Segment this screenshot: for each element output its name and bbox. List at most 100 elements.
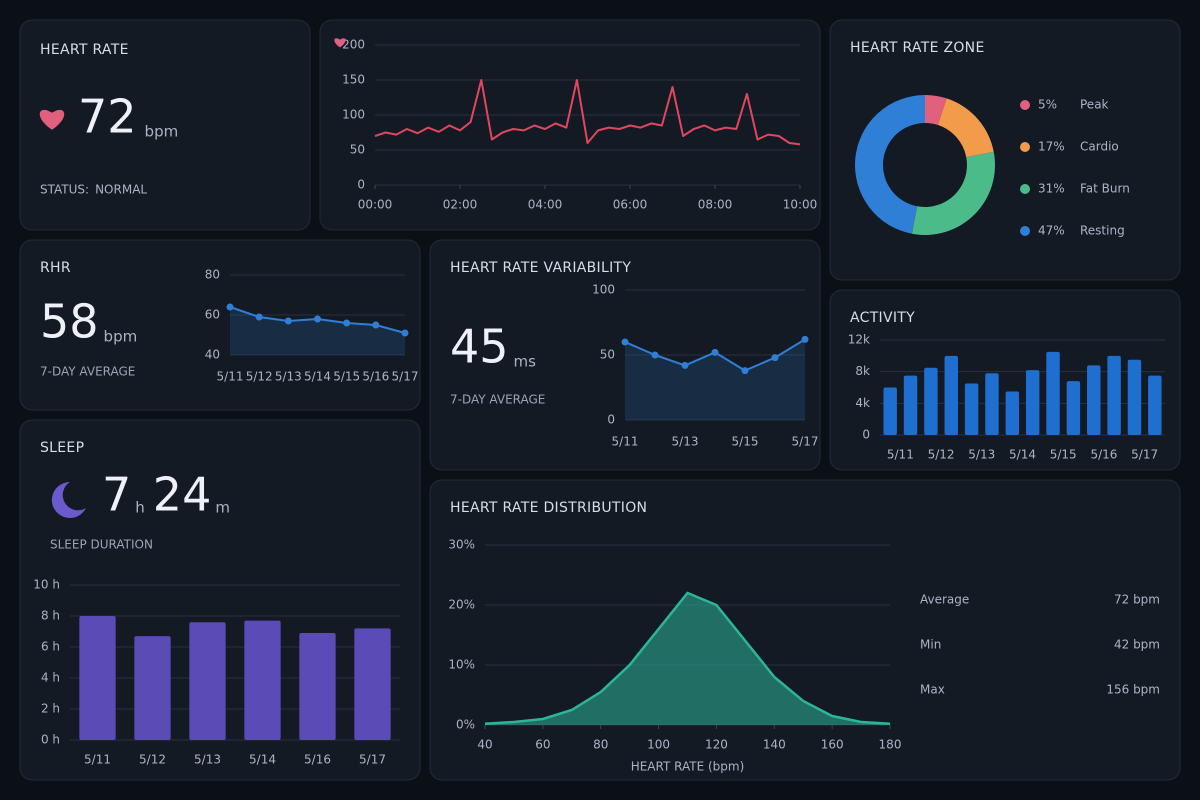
y-tick-label: 30%	[448, 538, 475, 552]
point	[651, 351, 659, 359]
x-tick-label: 5/11	[217, 370, 244, 384]
x-tick-label: 5/17	[1131, 448, 1158, 462]
legend-label: Resting	[1080, 224, 1125, 238]
x-tick-label: 5/16	[304, 753, 331, 767]
status-label: STATUS:	[40, 183, 89, 197]
panel	[429, 479, 1181, 781]
x-tick-label: 04:00	[528, 198, 563, 212]
bar	[985, 373, 999, 435]
panel-title: RHR	[40, 260, 71, 276]
bar	[1107, 355, 1121, 435]
stat-label: Min	[920, 638, 941, 652]
y-tick-label: 50	[350, 143, 365, 157]
y-tick-label: 0%	[456, 718, 475, 732]
point	[711, 348, 719, 356]
x-tick-label: 5/13	[672, 435, 699, 449]
stat-value: 42 bpm	[1114, 638, 1160, 652]
x-tick-label: 5/11	[84, 753, 111, 767]
x-tick-label: 5/12	[139, 753, 166, 767]
bar	[189, 622, 226, 740]
point	[343, 319, 351, 327]
y-tick-label: 0 h	[41, 733, 60, 747]
legend-swatch	[1020, 226, 1030, 236]
panel-title: HEART RATE ZONE	[850, 40, 985, 56]
x-tick-label: 5/14	[304, 370, 331, 384]
x-tick-label: 160	[821, 738, 844, 752]
bar	[1087, 365, 1101, 435]
panel	[19, 19, 311, 231]
bar	[244, 620, 281, 740]
sleep-hours-unit: h	[135, 499, 145, 517]
sleep-minutes: 24	[153, 468, 212, 522]
x-tick-label: 80	[593, 738, 608, 752]
y-tick-label: 8 h	[41, 609, 60, 623]
y-tick-label: 8k	[855, 364, 870, 378]
x-tick-label: 08:00	[698, 198, 733, 212]
bar	[924, 367, 938, 435]
legend-value: 31%	[1038, 182, 1065, 196]
moon-icon	[51, 481, 86, 518]
bar	[964, 383, 979, 435]
panel	[19, 239, 421, 411]
bar	[1046, 351, 1060, 435]
point	[372, 321, 380, 329]
x-tick-label: 5/13	[275, 370, 302, 384]
x-tick-label: 5/13	[194, 753, 221, 767]
point	[771, 354, 779, 362]
y-tick-label: 0	[357, 178, 365, 192]
donut-slice	[854, 95, 925, 234]
x-tick-label: 5/14	[1009, 448, 1036, 462]
bar	[354, 628, 391, 740]
x-tick-label: 140	[763, 738, 786, 752]
point	[681, 361, 689, 369]
bar	[944, 355, 958, 435]
point	[401, 329, 409, 337]
heart-icon	[334, 38, 346, 48]
y-tick-label: 100	[342, 108, 365, 122]
x-tick-label: 40	[477, 738, 492, 752]
bar	[883, 387, 897, 435]
donut-slice	[911, 151, 996, 236]
legend-swatch	[1020, 100, 1030, 110]
point	[314, 315, 321, 323]
point	[255, 313, 263, 321]
line	[374, 79, 801, 146]
y-tick-label: 0	[862, 428, 870, 442]
panel-title: SLEEP	[40, 440, 84, 456]
stat-label: Max	[920, 683, 945, 697]
y-tick-label: 10 h	[33, 578, 60, 592]
bar	[1005, 391, 1020, 435]
x-tick-label: 5/15	[1050, 448, 1077, 462]
y-tick-label: 60	[205, 308, 220, 322]
donut-slice	[937, 98, 994, 158]
heart-rate-unit: bpm	[145, 123, 179, 141]
bar	[1148, 375, 1162, 435]
y-tick-label: 150	[342, 73, 365, 87]
x-tick-label: 5/11	[887, 448, 914, 462]
legend-value: 47%	[1038, 224, 1065, 238]
point	[226, 303, 234, 311]
area-line	[484, 591, 891, 726]
card-title: HEART RATE	[40, 42, 129, 58]
y-tick-label: 10%	[448, 658, 475, 672]
y-tick-label: 4 h	[41, 671, 60, 685]
point	[801, 335, 809, 343]
big-value: 58	[40, 295, 99, 349]
x-tick-label: 5/11	[612, 435, 639, 449]
x-tick-label: 02:00	[443, 198, 478, 212]
y-tick-label: 20%	[448, 598, 475, 612]
x-tick-label: 5/13	[968, 448, 995, 462]
heart-rate-value: 72	[78, 90, 137, 144]
legend-value: 5%	[1038, 98, 1057, 112]
sleep-minutes-unit: m	[215, 499, 230, 517]
bar	[79, 616, 116, 740]
y-tick-label: 80	[205, 268, 220, 282]
legend-swatch	[1020, 142, 1030, 152]
bar	[299, 633, 336, 740]
point	[621, 338, 629, 346]
stat-label: Average	[920, 593, 969, 607]
bar	[1025, 370, 1040, 435]
legend-label: Fat Burn	[1080, 182, 1130, 196]
panel-title: HEART RATE VARIABILITY	[450, 260, 631, 276]
x-tick-label: 5/17	[392, 370, 419, 384]
